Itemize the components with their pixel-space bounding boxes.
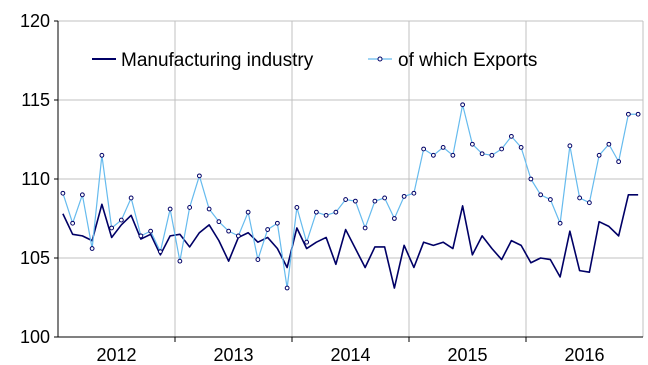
data-point-exports (401, 193, 407, 199)
data-point-exports (313, 209, 319, 215)
x-tick-label: 2014 (330, 345, 370, 365)
data-point-exports (216, 219, 222, 225)
data-point-exports (187, 205, 193, 210)
data-point-exports (226, 228, 232, 234)
data-point-exports (333, 209, 339, 215)
data-point-exports (508, 133, 514, 139)
data-point-exports (157, 249, 163, 255)
x-tick-labels: 2012 2013 2014 2015 2016 (96, 337, 605, 365)
data-point-exports (382, 195, 388, 201)
data-point-exports (538, 192, 544, 198)
data-point-exports (128, 195, 134, 201)
data-point-exports (421, 146, 427, 152)
series-line-exports (62, 104, 639, 289)
data-point-exports (430, 152, 436, 158)
data-point-exports (460, 102, 466, 108)
data-point-exports (625, 111, 631, 117)
data-point-exports (284, 285, 290, 291)
data-point-exports (206, 206, 212, 212)
data-point-exports (304, 239, 310, 245)
legend: Manufacturing industry of which Exports (92, 50, 537, 71)
data-point-exports (148, 228, 154, 234)
data-point-exports (196, 173, 202, 179)
data-point-exports (274, 220, 280, 226)
data-point-exports (70, 220, 76, 226)
data-point-exports (255, 257, 261, 262)
data-point-exports (245, 209, 251, 215)
y-tick-label: 120 (20, 11, 50, 31)
data-point-exports (391, 216, 397, 221)
legend-label-exports: of which Exports (398, 50, 537, 71)
data-point-exports (60, 190, 66, 196)
data-point-exports (109, 225, 115, 231)
data-point-exports (89, 246, 95, 251)
data-point-exports (118, 217, 124, 223)
data-point-exports (606, 141, 612, 147)
data-point-exports (528, 176, 534, 182)
data-point-exports (99, 152, 105, 158)
x-tick-label: 2013 (213, 345, 253, 365)
data-point-exports (362, 225, 368, 231)
x-tick-label: 2016 (564, 345, 604, 365)
data-point-exports (586, 200, 592, 206)
data-point-exports (372, 198, 378, 204)
x-tick-label: 2012 (96, 345, 136, 365)
legend-marker-exports (377, 56, 383, 62)
series (60, 102, 641, 291)
data-point-exports (518, 145, 524, 150)
data-point-exports (411, 190, 417, 196)
data-point-exports (469, 141, 475, 147)
data-point-exports (635, 111, 641, 117)
data-point-exports (323, 212, 329, 218)
y-tick-label: 105 (20, 248, 50, 268)
series-line-manufacturing (62, 194, 639, 289)
data-point-exports (616, 159, 622, 165)
data-point-exports (499, 146, 505, 152)
data-point-exports (343, 197, 349, 202)
y-tick-labels: 100 105 110 115 120 (20, 11, 58, 347)
data-point-exports (235, 233, 241, 239)
legend-label-manufacturing: Manufacturing industry (121, 50, 314, 71)
data-point-exports (79, 192, 85, 198)
data-point-exports (450, 152, 456, 158)
data-point-exports (567, 143, 573, 149)
x-tick-label: 2015 (447, 345, 487, 365)
data-point-exports (177, 258, 183, 264)
y-tick-label: 115 (21, 90, 50, 110)
data-point-exports (479, 151, 485, 157)
data-point-exports (489, 152, 495, 158)
data-point-exports (167, 206, 173, 212)
data-point-exports (440, 145, 446, 150)
data-point-exports (294, 205, 300, 210)
data-point-exports (596, 152, 602, 158)
data-point-exports (547, 197, 553, 202)
data-point-exports (557, 220, 563, 226)
data-point-exports (138, 233, 144, 239)
data-point-exports (265, 227, 271, 232)
y-tick-label: 110 (21, 169, 50, 189)
data-point-exports (577, 195, 583, 201)
data-point-exports (352, 198, 358, 204)
y-tick-label: 100 (20, 327, 50, 347)
